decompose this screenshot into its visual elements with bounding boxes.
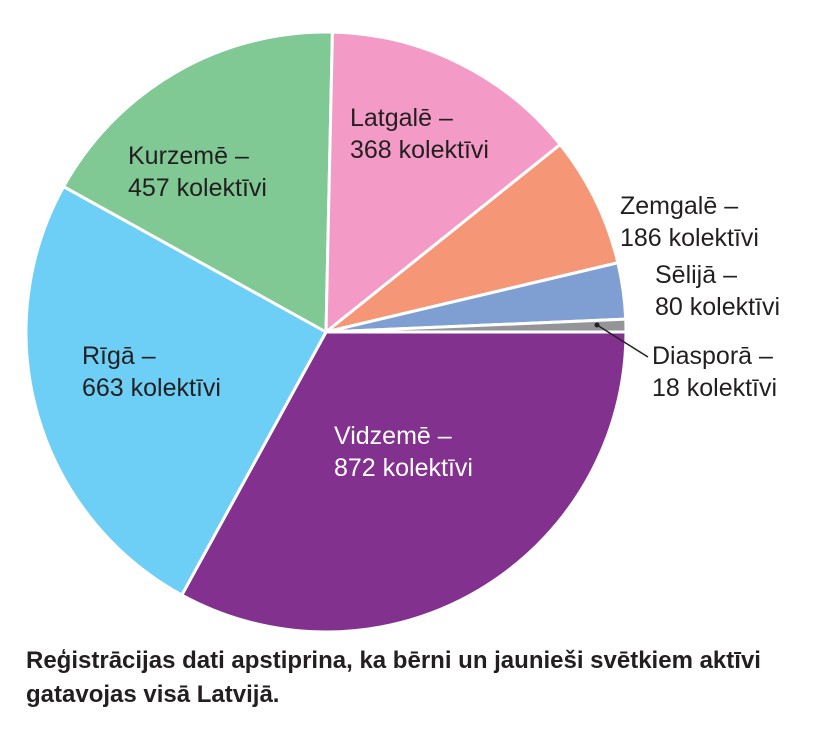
slice-label-value: 368 kolektīvi [350, 136, 489, 164]
slice-label-value: 80 kolektīvi [655, 293, 780, 321]
slice-label-value: 872 kolektīvi [334, 454, 473, 482]
chart-caption: Reģistrācijas dati apstiprina, ka bērni … [26, 647, 761, 708]
slice-label-diasporā: Diasporā – 18 kolektīvi [652, 342, 777, 402]
pie-slice-vidzemē [180, 330, 628, 634]
diaspora-leader-line [596, 324, 649, 358]
slice-label-vidzemē: Vidzemē – 872 kolektīvi [334, 422, 473, 482]
slice-label-value: 186 kolektīvi [620, 224, 759, 252]
slice-label-region: Vidzemē – [334, 422, 452, 450]
diaspora-leader-dot [594, 322, 600, 328]
slice-label-region: Kurzemē – [128, 142, 249, 170]
slice-label-region: Sēlijā – [655, 261, 737, 289]
pie-slice-rīgā [24, 185, 328, 597]
slice-label-value: 663 kolektīvi [82, 374, 221, 402]
slice-label-value: 457 kolektīvi [128, 174, 267, 202]
slice-label-sēlijā: Sēlijā – 80 kolektīvi [655, 261, 780, 321]
pie-slice-kurzemē [62, 30, 334, 334]
slice-label-value: 18 kolektīvi [652, 374, 777, 402]
pie-slices [24, 30, 628, 634]
slice-label-region: Zemgalē – [620, 192, 738, 220]
slice-label-region: Rīgā – [82, 342, 156, 370]
slice-label-rīgā: Rīgā – 663 kolektīvi [82, 342, 221, 402]
pie-slice-latgalē [324, 30, 562, 334]
slice-label-zemgalē: Zemgalē – 186 kolektīvi [620, 192, 759, 252]
slice-label-region: Diasporā – [652, 342, 773, 370]
slice-label-kurzemē: Kurzemē – 457 kolektīvi [128, 142, 267, 202]
pie-labels: Vidzemē – 872 kolektīvi Rīgā – 663 kolektīv… [82, 104, 780, 482]
pie-slice-zemgalē [324, 143, 620, 334]
pie-slice-diasporā [324, 317, 628, 334]
slice-label-latgalē: Latgalē – 368 kolektīvi [350, 104, 489, 164]
slice-label-region: Latgalē – [350, 104, 453, 132]
